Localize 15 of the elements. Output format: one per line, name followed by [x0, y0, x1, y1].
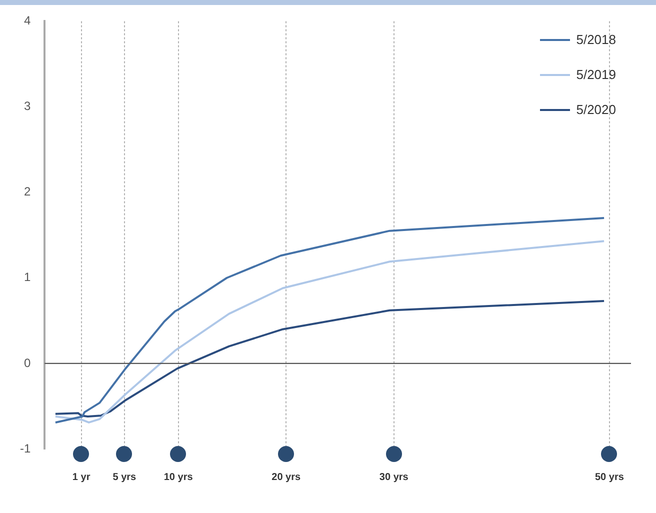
x-tick-label: 10 yrs — [164, 472, 194, 483]
y-tick-label: -1 — [20, 441, 31, 456]
y-tick-label: 3 — [24, 99, 31, 114]
y-tick-label: 0 — [24, 356, 31, 370]
legend-label: 5/2019 — [576, 67, 616, 82]
x-tick-label: 30 yrs — [379, 472, 409, 483]
x-tick-label: 50 yrs — [594, 472, 624, 483]
legend-label: 5/2018 — [576, 32, 616, 47]
y-tick-label: 4 — [24, 14, 31, 28]
x-tick-label: 1 yr — [72, 472, 90, 483]
x-tick-label: 5 yrs — [112, 472, 137, 483]
x-tick-label: 20 yrs — [272, 472, 301, 483]
y-tick-label: 2 — [24, 184, 31, 199]
y-tick-label: 1 — [24, 270, 31, 284]
legend-label: 5/2020 — [576, 102, 616, 117]
